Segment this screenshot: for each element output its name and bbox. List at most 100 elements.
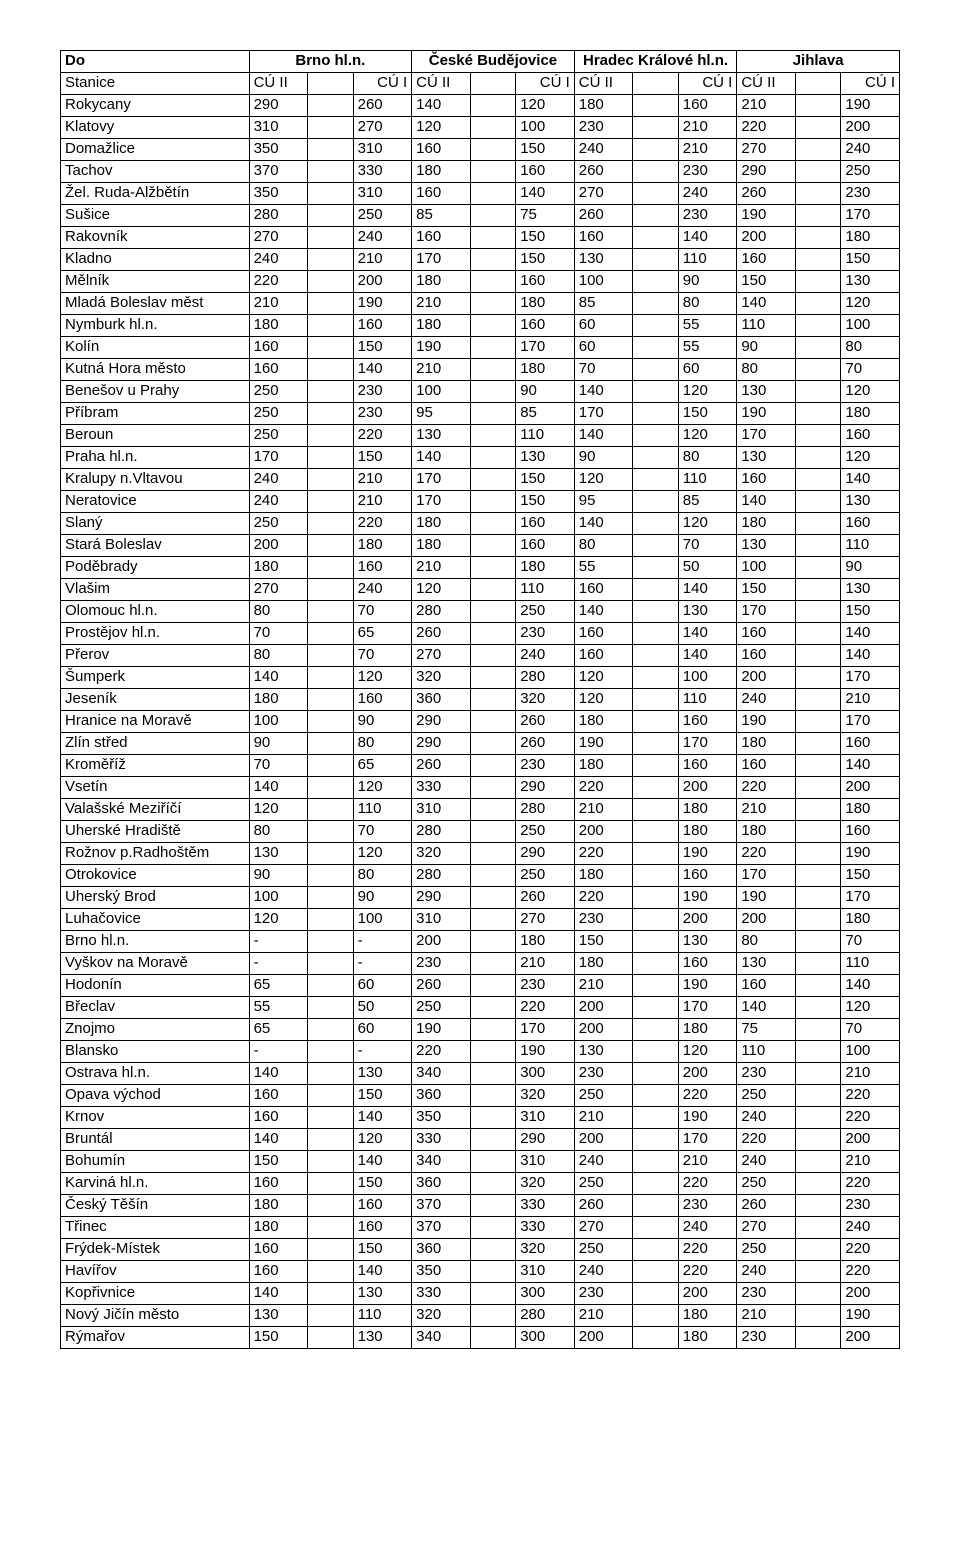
value-cell: 230 [516,623,575,645]
gap-cell [795,865,841,887]
station-cell: Domažlice [61,139,250,161]
gap-cell [308,623,354,645]
table-row: Frýdek-Místek160150360320250220250220 [61,1239,900,1261]
table-row: Kladno240210170150130110160150 [61,249,900,271]
value-cell: 180 [678,821,737,843]
gap-cell [795,777,841,799]
value-cell: 140 [678,623,737,645]
value-cell: 210 [249,293,308,315]
station-cell: Slaný [61,513,250,535]
gap-cell [795,271,841,293]
value-cell: 190 [412,1019,471,1041]
station-cell: Mělník [61,271,250,293]
value-cell: 230 [678,161,737,183]
value-cell: 330 [516,1195,575,1217]
gap-cell [308,557,354,579]
station-cell: Benešov u Prahy [61,381,250,403]
value-cell: 130 [678,601,737,623]
value-cell: 170 [737,425,796,447]
value-cell: 130 [841,579,900,601]
gap-cell [633,337,679,359]
value-cell: 270 [737,139,796,161]
gap-cell [633,909,679,931]
table-row: Luhačovice120100310270230200200180 [61,909,900,931]
value-cell: - [249,953,308,975]
value-cell: 240 [516,645,575,667]
table-row: Hranice na Moravě10090290260180160190170 [61,711,900,733]
value-cell: 160 [249,1173,308,1195]
gap-cell [795,887,841,909]
value-cell: 200 [841,1327,900,1349]
value-cell: 270 [412,645,471,667]
value-cell: 150 [516,249,575,271]
gap-cell [308,865,354,887]
value-cell: 120 [841,447,900,469]
table-row: Krnov160140350310210190240220 [61,1107,900,1129]
value-cell: 110 [678,249,737,271]
value-cell: 160 [249,1107,308,1129]
gap-cell [795,293,841,315]
value-cell: 140 [412,95,471,117]
value-cell: 170 [412,469,471,491]
value-cell: 140 [574,601,633,623]
value-cell: 180 [353,535,412,557]
value-cell: 160 [516,315,575,337]
sub-gap-0 [308,73,354,95]
gap-cell [308,403,354,425]
value-cell: 240 [574,1261,633,1283]
value-cell: 220 [841,1261,900,1283]
value-cell: 140 [353,1151,412,1173]
gap-cell [795,931,841,953]
gap-cell [308,491,354,513]
station-cell: Hodonín [61,975,250,997]
value-cell: 160 [353,1217,412,1239]
gap-cell [308,953,354,975]
table-row: Šumperk140120320280120100200170 [61,667,900,689]
gap-cell [470,821,516,843]
value-cell: 100 [574,271,633,293]
station-cell: Neratovice [61,491,250,513]
gap-cell [633,1085,679,1107]
value-cell: 120 [412,117,471,139]
value-cell: 320 [516,1085,575,1107]
value-cell: 200 [841,117,900,139]
value-cell: 120 [678,1041,737,1063]
gap-cell [308,1217,354,1239]
value-cell: 130 [249,843,308,865]
value-cell: 140 [249,667,308,689]
gap-cell [470,469,516,491]
table-row: Valašské Meziříčí12011031028021018021018… [61,799,900,821]
gap-cell [633,733,679,755]
gap-cell [633,1217,679,1239]
value-cell: 220 [412,1041,471,1063]
value-cell: 220 [574,887,633,909]
value-cell: 80 [353,865,412,887]
value-cell: 360 [412,1239,471,1261]
value-cell: 290 [516,1129,575,1151]
table-row: Kralupy n.Vltavou24021017015012011016014… [61,469,900,491]
value-cell: 270 [249,227,308,249]
value-cell: 160 [678,95,737,117]
table-row: Karviná hl.n.160150360320250220250220 [61,1173,900,1195]
value-cell: 210 [678,117,737,139]
table-row: Zlín střed9080290260190170180160 [61,733,900,755]
gap-cell [470,359,516,381]
station-cell: Třinec [61,1217,250,1239]
gap-cell [633,447,679,469]
gap-cell [308,447,354,469]
gap-cell [308,645,354,667]
gap-cell [308,1283,354,1305]
gap-cell [633,271,679,293]
gap-cell [308,513,354,535]
gap-cell [308,183,354,205]
gap-cell [470,1239,516,1261]
value-cell: 250 [516,821,575,843]
gap-cell [795,1195,841,1217]
value-cell: 310 [249,117,308,139]
gap-cell [633,843,679,865]
gap-cell [633,1195,679,1217]
value-cell: 190 [678,1107,737,1129]
station-cell: Kopřivnice [61,1283,250,1305]
station-cell: Klatovy [61,117,250,139]
value-cell: 160 [678,711,737,733]
